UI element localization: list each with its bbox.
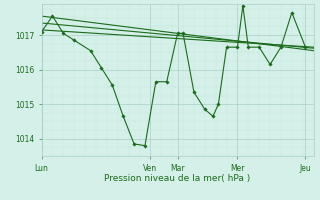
X-axis label: Pression niveau de la mer( hPa ): Pression niveau de la mer( hPa )	[104, 174, 251, 183]
